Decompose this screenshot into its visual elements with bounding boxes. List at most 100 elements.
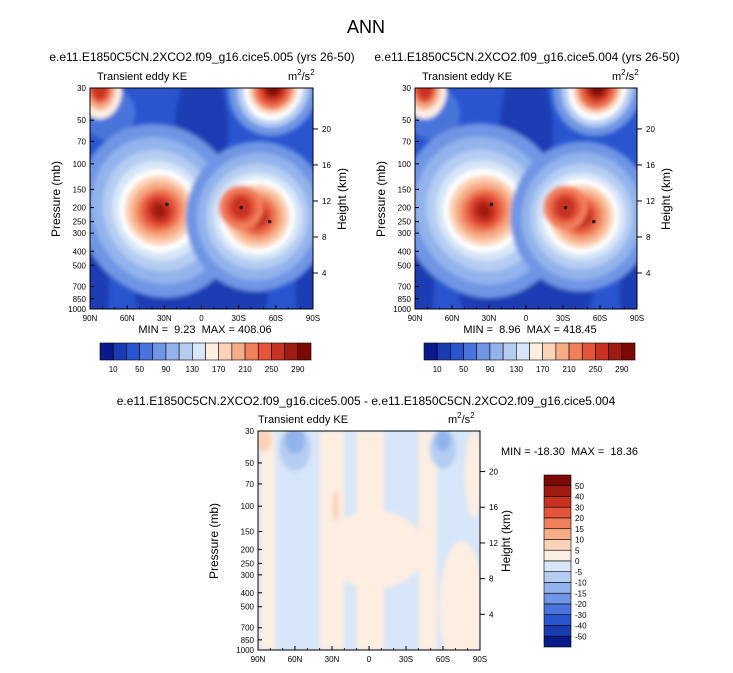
colorbar-swatch — [543, 539, 572, 551]
panel-3-subtitle: Transient eddy KE — [258, 414, 348, 426]
maximum-marker — [563, 205, 568, 210]
colorbar-swatch — [126, 342, 140, 361]
x-tick-label: 0 — [367, 655, 372, 664]
x-tick-label: 0 — [199, 314, 204, 323]
colorbar-swatch — [543, 549, 572, 562]
colorbar-swatch — [178, 342, 193, 361]
x-tick-label: 30S — [556, 314, 570, 323]
y-tick-label: 700 — [73, 283, 87, 292]
colorbar-swatch — [608, 342, 623, 361]
y-tick-label: 70 — [402, 137, 411, 146]
y-tick-label: 500 — [398, 261, 412, 270]
positive-sh-pole — [439, 541, 480, 650]
colorbar-label: 20 — [575, 514, 584, 523]
nh-jet-contour-10 — [477, 203, 492, 219]
colorbar-swatch — [543, 582, 572, 594]
x-tick-label: 30N — [482, 314, 497, 323]
x-tick-label: 30N — [157, 314, 172, 323]
panel-1-y2-axis: 20 16 12 8 4 — [313, 125, 331, 278]
y-tick-label: 100 — [73, 160, 87, 169]
y2-tick-label: 12 — [322, 197, 331, 206]
colorbar-label: 210 — [238, 365, 252, 374]
x-tick-label: 30S — [232, 314, 246, 323]
panel-2-units: m2/s2 — [612, 68, 639, 83]
maximum-marker — [267, 219, 272, 224]
colorbar-swatch — [542, 342, 557, 361]
colorbar-swatch — [450, 342, 464, 361]
x-tick-label: 90S — [630, 314, 644, 323]
panel-2: e.e11.E1850C5CN.2XCO2.f09_g16.cice5.004 … — [374, 50, 680, 374]
y-tick-label: 400 — [241, 589, 255, 598]
x-tick-label: 60N — [445, 314, 460, 323]
panel-2-ylabel: Pressure (mb) — [374, 161, 388, 237]
colorbar-label: -10 — [575, 579, 587, 588]
y-tick-label: 50 — [402, 116, 411, 125]
colorbar-label: -30 — [575, 611, 587, 620]
panel-3-stats: MIN = -18.30 MAX = 18.36 — [501, 446, 638, 458]
colorbar-label: 170 — [536, 365, 550, 374]
colorbar-swatch — [543, 517, 572, 530]
colorbar-swatch — [112, 342, 127, 361]
y2-tick-label: 8 — [646, 233, 651, 242]
colorbar-swatch — [244, 342, 259, 361]
positive-band-0 — [260, 431, 276, 650]
positive-band-3 — [418, 431, 437, 650]
y2-tick-label: 20 — [646, 125, 655, 134]
colorbar-label: 170 — [212, 365, 226, 374]
page-title: ANN — [347, 17, 385, 37]
y2-tick-label: 20 — [489, 468, 498, 477]
colorbar-swatch — [423, 342, 438, 361]
panel-2-contour-field — [415, 88, 637, 309]
panel-3-y2label: Height (km) — [499, 510, 513, 572]
colorbar-label: 40 — [575, 493, 584, 502]
panel-1-subtitle: Transient eddy KE — [97, 71, 187, 83]
panel-1-units: m2/s2 — [288, 68, 315, 83]
y-tick-label: 700 — [241, 624, 255, 633]
colorbar-label: 10 — [433, 365, 442, 374]
colorbar-swatch — [271, 342, 285, 361]
y-tick-label: 500 — [241, 603, 255, 612]
colorbar-swatch — [205, 342, 219, 361]
y2-tick-label: 8 — [322, 233, 327, 242]
y2-tick-label: 16 — [322, 161, 331, 170]
y2-tick-label: 4 — [322, 269, 327, 278]
colorbar-label: 50 — [135, 365, 144, 374]
x-tick-label: 90N — [408, 314, 423, 323]
colorbar-swatch — [568, 342, 583, 361]
colorbar-swatch — [192, 342, 206, 361]
colorbar-label: 90 — [485, 365, 494, 374]
y-tick-label: 300 — [398, 229, 412, 238]
maximum-marker — [239, 205, 243, 210]
colorbar-label: 10 — [575, 536, 584, 545]
colorbar-swatch — [543, 506, 572, 519]
colorbar-label: 130 — [186, 365, 200, 374]
colorbar-label: 30 — [575, 503, 584, 512]
colorbar-label: 130 — [510, 365, 524, 374]
y2-tick-label: 16 — [646, 161, 655, 170]
colorbar-label: -15 — [575, 589, 587, 598]
y-tick-label: 850 — [73, 295, 87, 304]
y-tick-label: 850 — [398, 295, 412, 304]
panel-1-title: e.e11.E1850C5CN.2XCO2.f09_g16.cice5.005 … — [49, 50, 354, 64]
colorbar-label: -20 — [575, 600, 587, 609]
colorbar-label: 10 — [109, 365, 118, 374]
panel-1-ylabel: Pressure (mb) — [49, 161, 63, 237]
colorbar-label: 50 — [575, 482, 584, 491]
y-tick-label: 100 — [241, 502, 255, 511]
y2-tick-label: 4 — [646, 269, 651, 278]
y2-tick-label: 16 — [489, 503, 498, 512]
panel-2-x-axis: 90N 60N 30N 0 30S 60S 90S — [408, 305, 644, 323]
colorbar-label: 290 — [291, 365, 305, 374]
colorbar-label: 5 — [575, 546, 580, 555]
panel-2-subtitle: Transient eddy KE — [422, 71, 512, 83]
panel-1: e.e11.E1850C5CN.2XCO2.f09_g16.cice5.005 … — [49, 50, 355, 374]
y-tick-label: 150 — [73, 185, 87, 194]
colorbar-label: 15 — [575, 525, 584, 534]
y-tick-label: 1000 — [236, 646, 254, 655]
panel-2-y2-axis: 20 16 12 8 4 — [637, 125, 655, 278]
y-tick-label: 150 — [398, 185, 412, 194]
colorbar-label: -40 — [575, 622, 587, 631]
panel-1-x-axis: 90N 60N 30N 0 30S 60S 90S — [83, 305, 320, 323]
